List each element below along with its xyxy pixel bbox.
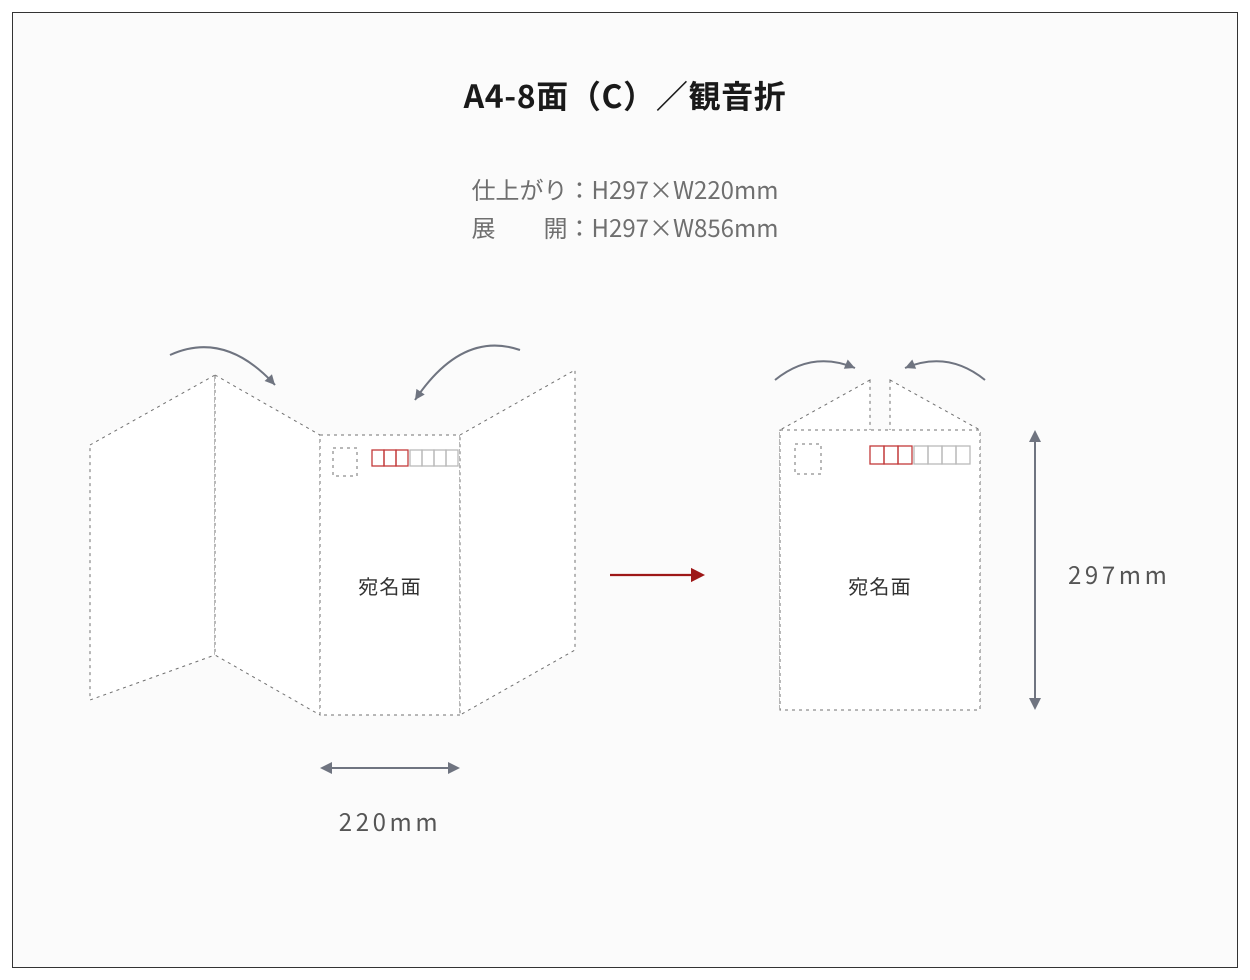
left-panel-outer-left [90,375,215,700]
right-front-panel [780,430,980,710]
left-panel-outer-right [460,370,575,715]
width-dimension-label: 220mm [320,803,460,838]
left-panel-inner-left [215,375,320,715]
fold-arrow-icon [775,361,855,380]
dim-arrowhead-icon [1029,698,1041,710]
dim-arrowhead-icon [320,762,332,774]
fold-arrow-icon [415,346,520,400]
transform-arrowhead-icon [691,568,705,582]
dim-arrowhead-icon [1029,430,1041,442]
dim-arrowhead-icon [448,762,460,774]
address-face-label-left: 宛名面 [340,571,440,600]
fold-diagram-svg [0,0,1250,980]
address-face-label-right: 宛名面 [830,571,930,600]
height-dimension-label: 297mm [1068,556,1208,591]
fold-arrow-icon [905,361,985,380]
fold-arrowhead-icon [415,389,425,400]
